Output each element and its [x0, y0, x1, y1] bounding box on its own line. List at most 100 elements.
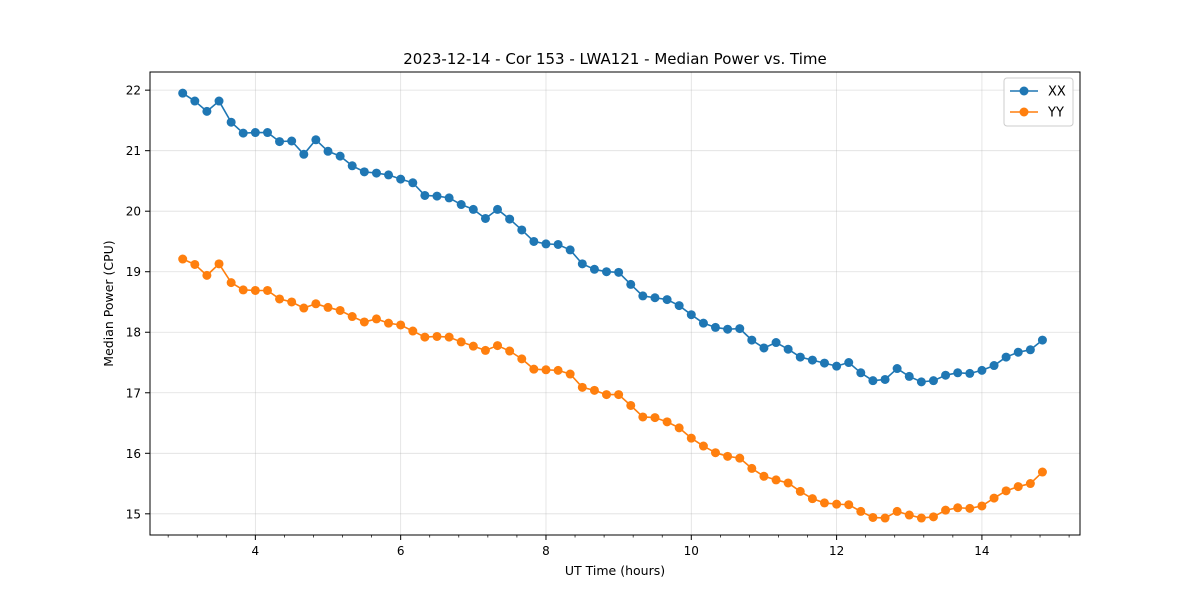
data-point-xx	[710, 322, 720, 332]
data-point-xx	[674, 301, 684, 311]
data-point-xx	[347, 161, 357, 171]
data-point-yy	[456, 337, 466, 347]
data-point-yy	[190, 259, 200, 269]
data-point-xx	[807, 355, 817, 365]
y-tick-label: 19	[126, 265, 141, 279]
data-point-yy	[408, 326, 418, 336]
legend-label-yy: YY	[1047, 106, 1064, 121]
data-point-yy	[493, 341, 503, 351]
legend: XX YY	[1003, 77, 1074, 127]
data-point-yy	[214, 259, 224, 269]
data-point-yy	[262, 285, 272, 295]
data-point-yy	[989, 493, 999, 503]
data-point-xx	[965, 368, 975, 378]
data-point-yy	[904, 510, 914, 520]
data-point-xx	[214, 96, 224, 106]
plot-series	[178, 88, 1047, 523]
data-point-xx	[432, 191, 442, 201]
data-point-xx	[262, 128, 272, 138]
data-point-yy	[662, 417, 672, 427]
data-point-xx	[202, 106, 212, 116]
data-point-xx	[444, 193, 454, 203]
data-point-xx	[275, 137, 285, 147]
data-point-xx	[832, 361, 842, 371]
data-point-xx	[735, 324, 745, 334]
data-point-xx	[408, 178, 418, 188]
data-point-yy	[396, 320, 406, 330]
data-point-yy	[880, 513, 890, 523]
data-point-yy	[723, 451, 733, 461]
y-tick-label: 20	[126, 205, 141, 219]
data-point-xx	[178, 88, 188, 98]
data-point-yy	[710, 448, 720, 458]
data-point-yy	[1001, 486, 1011, 496]
data-point-xx	[698, 318, 708, 328]
data-point-xx	[226, 117, 236, 127]
data-point-xx	[795, 352, 805, 362]
data-point-yy	[759, 471, 769, 481]
y-tick-label: 18	[126, 326, 141, 340]
data-point-yy	[517, 354, 527, 364]
data-point-xx	[1013, 347, 1023, 357]
data-point-xx	[1001, 352, 1011, 362]
data-point-xx	[190, 96, 200, 106]
x-tick-label: 14	[974, 544, 989, 558]
data-point-xx	[250, 128, 260, 138]
y-tick-label: 17	[126, 386, 141, 400]
data-point-xx	[868, 376, 878, 386]
data-point-yy	[420, 332, 430, 342]
data-point-xx	[977, 365, 987, 375]
data-point-yy	[638, 412, 648, 422]
data-point-yy	[553, 365, 563, 375]
data-point-yy	[807, 494, 817, 504]
legend-label-xx: XX	[1048, 85, 1066, 100]
data-point-yy	[735, 453, 745, 463]
data-point-xx	[783, 344, 793, 354]
data-point-yy	[323, 302, 333, 312]
data-point-yy	[432, 331, 442, 341]
y-tick-label: 16	[126, 447, 141, 461]
data-point-yy	[916, 513, 926, 523]
data-point-yy	[384, 318, 394, 328]
data-point-yy	[250, 285, 260, 295]
x-tick-label: 4	[252, 544, 260, 558]
data-point-yy	[686, 433, 696, 443]
data-point-yy	[977, 501, 987, 511]
data-point-xx	[844, 358, 854, 368]
data-point-xx	[1037, 335, 1047, 345]
data-point-yy	[275, 294, 285, 304]
data-point-yy	[529, 364, 539, 374]
y-axis-label: Median Power (CPU)	[101, 240, 116, 366]
data-point-xx	[662, 295, 672, 305]
data-point-yy	[226, 278, 236, 288]
data-point-yy	[371, 314, 381, 324]
data-point-xx	[771, 338, 781, 348]
data-point-yy	[626, 400, 636, 410]
plot-area-frame	[149, 71, 1081, 536]
data-point-yy	[868, 512, 878, 522]
data-point-yy	[614, 390, 624, 400]
data-point-yy	[783, 478, 793, 488]
data-point-xx	[371, 168, 381, 178]
data-point-xx	[238, 128, 248, 138]
data-point-yy	[178, 254, 188, 264]
data-point-yy	[505, 346, 515, 356]
data-point-yy	[698, 441, 708, 451]
data-point-xx	[396, 174, 406, 184]
data-point-yy	[299, 303, 309, 313]
data-point-xx	[626, 279, 636, 289]
data-point-xx	[541, 239, 551, 249]
data-point-yy	[965, 503, 975, 513]
x-tick-label: 6	[397, 544, 405, 558]
data-point-yy	[1037, 467, 1047, 477]
data-point-xx	[311, 135, 321, 145]
data-point-yy	[468, 341, 478, 351]
chart-title: 2023-12-14 - Cor 153 - LWA121 - Median P…	[403, 50, 827, 68]
data-point-yy	[541, 365, 551, 375]
data-point-xx	[650, 293, 660, 303]
data-point-xx	[601, 267, 611, 277]
data-point-xx	[359, 167, 369, 177]
data-point-yy	[601, 390, 611, 400]
data-point-xx	[456, 200, 466, 210]
